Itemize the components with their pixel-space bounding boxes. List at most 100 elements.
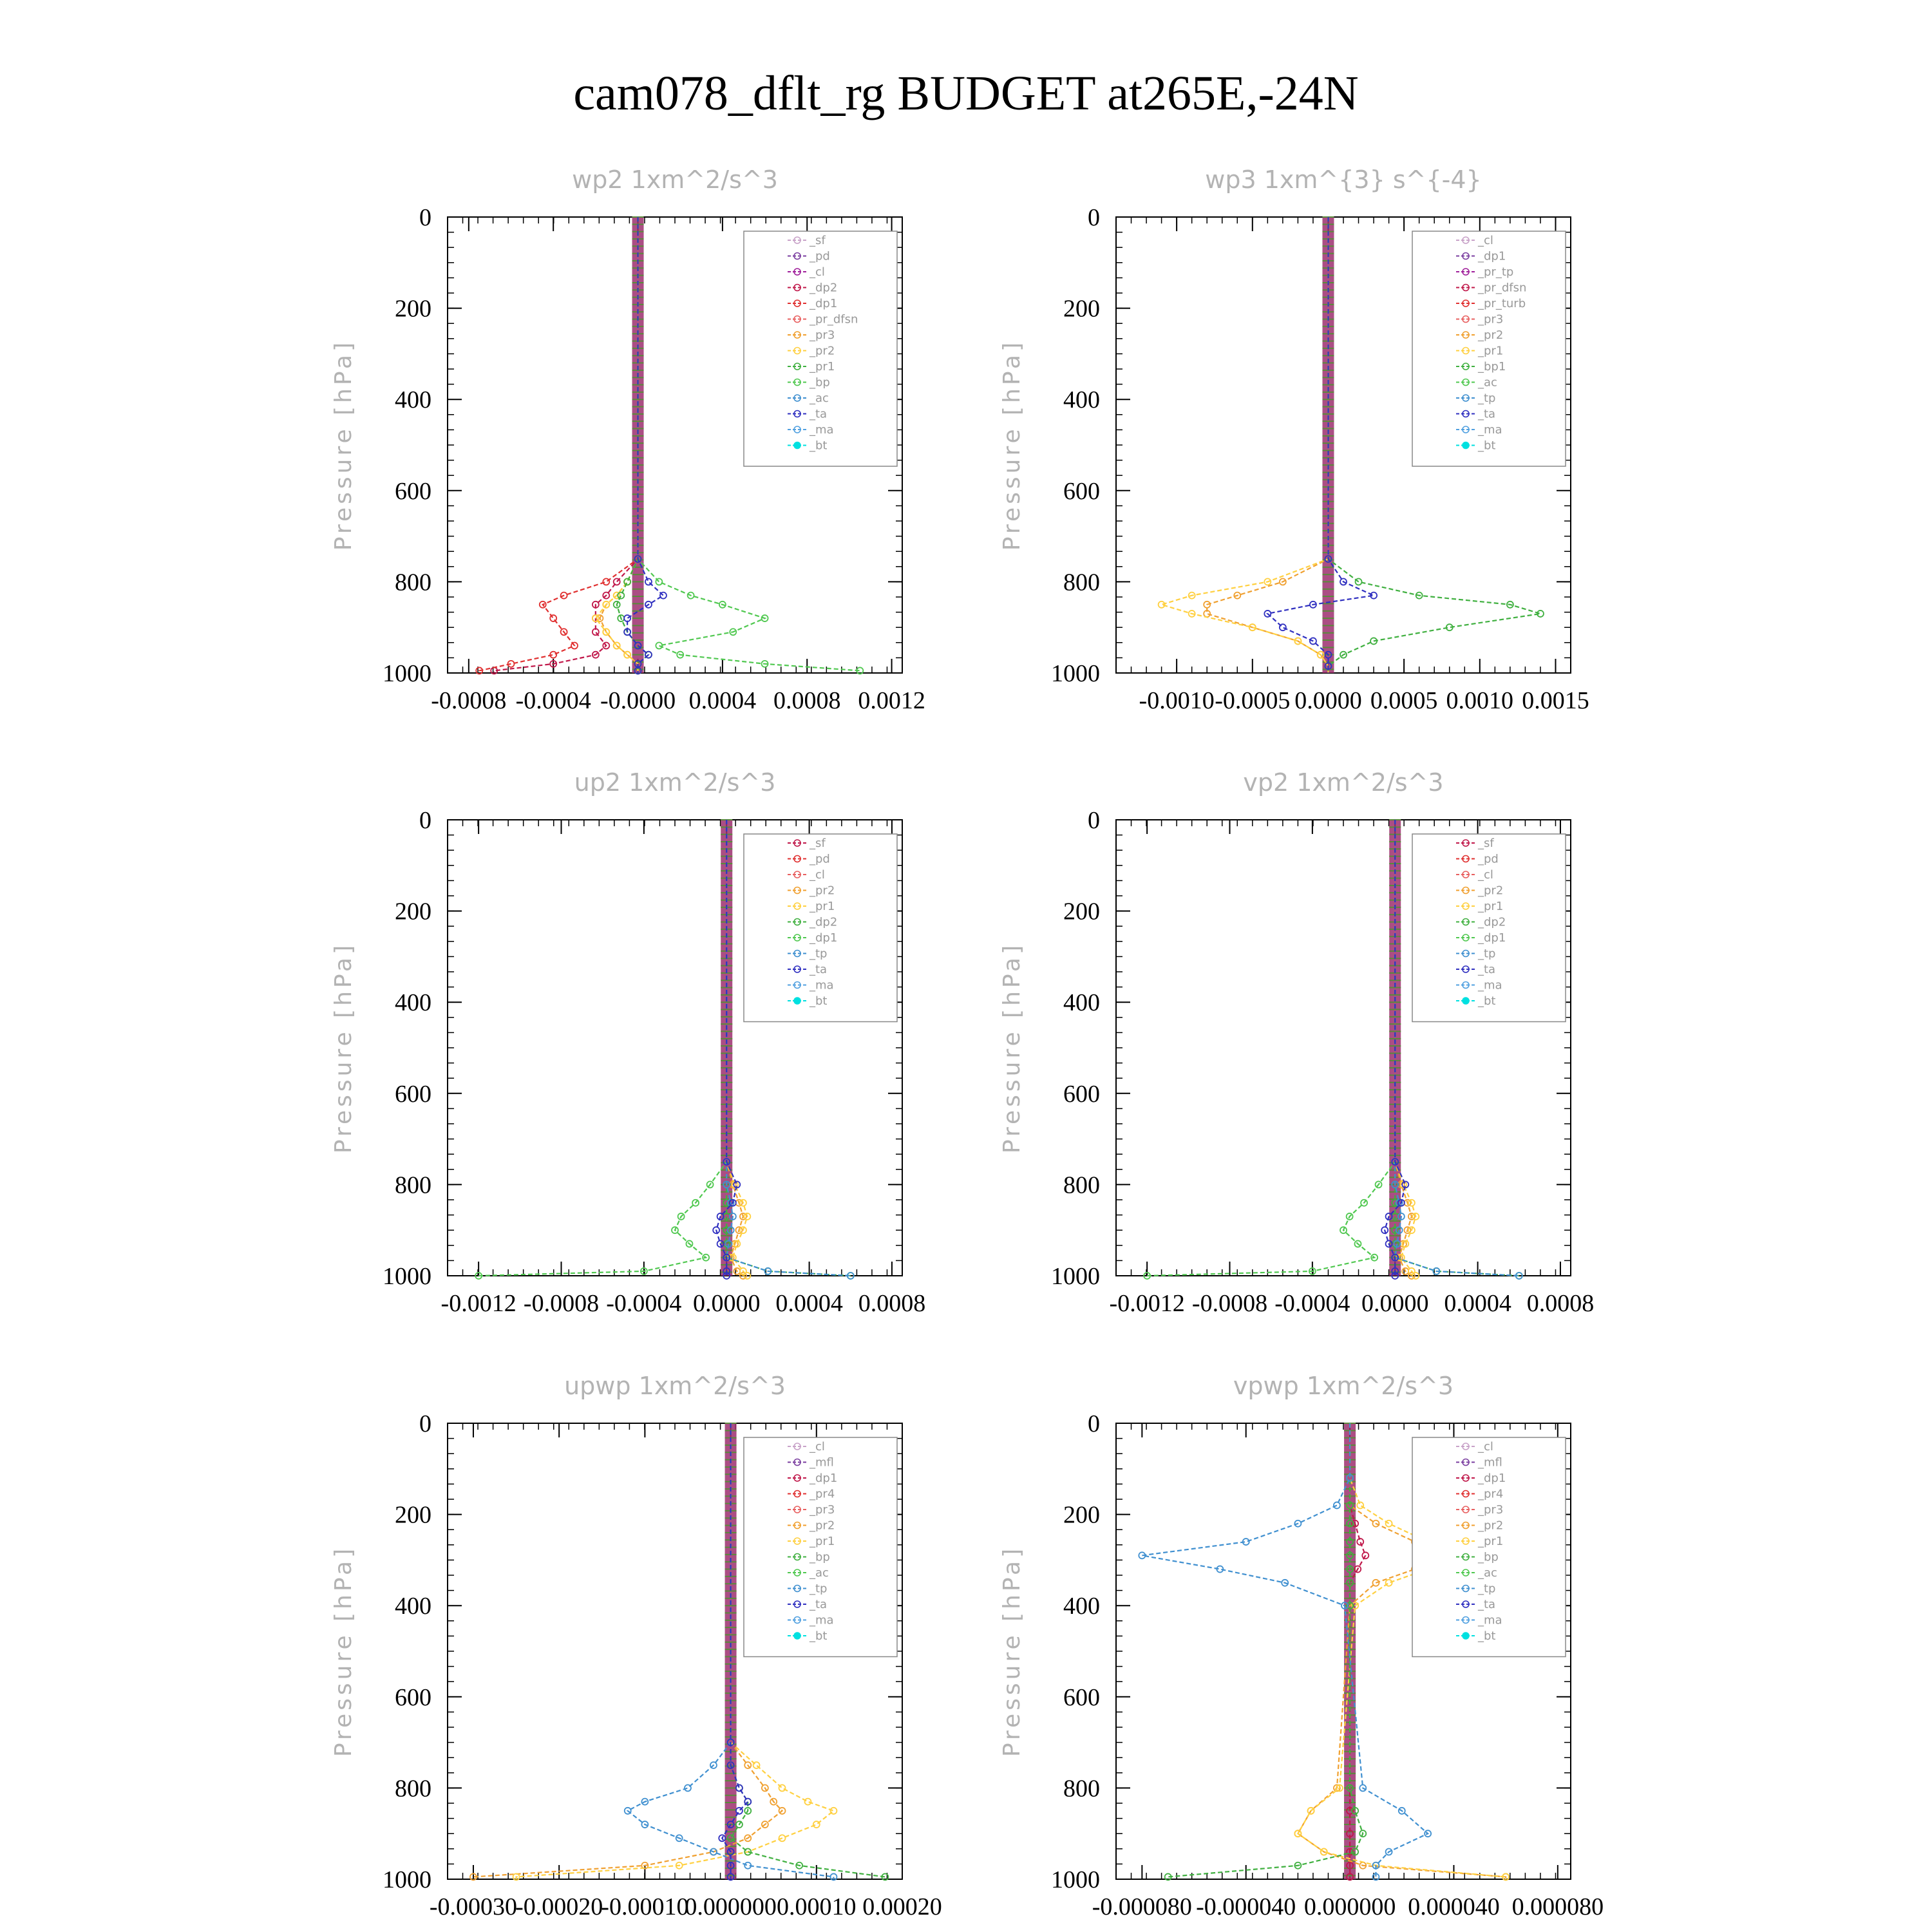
legend-marker (793, 1616, 801, 1624)
legend-label: _pr3 (809, 1503, 835, 1517)
legend-label: _ma (809, 423, 834, 437)
legend-marker (793, 934, 801, 942)
series-point (538, 600, 547, 609)
series-point (634, 555, 642, 563)
series-point (724, 1240, 733, 1248)
series-point (1346, 1538, 1354, 1546)
series-point (1203, 600, 1211, 609)
series-point (1188, 610, 1196, 618)
series-point (1381, 1226, 1389, 1235)
series-point (1359, 1830, 1367, 1838)
series-point (1346, 1551, 1354, 1560)
series-point (739, 1226, 747, 1235)
series-point (752, 1761, 761, 1769)
series-point (549, 659, 558, 668)
series-point (1397, 1198, 1405, 1207)
legend-label: _ac (1477, 376, 1497, 390)
series-point (1391, 1158, 1399, 1166)
series-point (1407, 1267, 1416, 1275)
series-point (744, 1797, 752, 1806)
series-point (634, 667, 642, 675)
x-tick-label: -0.0008 (1192, 1290, 1267, 1317)
series-point (623, 1806, 632, 1815)
legend-marker (1462, 1569, 1470, 1577)
legend-label: _pr1 (1477, 345, 1503, 358)
x-tick-label: 0.0004 (689, 687, 757, 714)
series-point (735, 1806, 743, 1815)
series-point (743, 1213, 752, 1220)
series-point (602, 578, 611, 586)
legend-label: _pr1 (1477, 1535, 1503, 1548)
series-line (1384, 820, 1406, 1276)
x-tick-label: 0.000080 (1512, 1893, 1604, 1920)
legend-marker (1462, 886, 1470, 895)
series-point (778, 1834, 786, 1842)
legend-box (1412, 231, 1566, 467)
y-tick-label: 800 (1063, 1775, 1100, 1802)
x-tick-label: 0.00020 (862, 1893, 942, 1920)
x-tick-label: 0.0005 (1370, 687, 1438, 714)
x-tick-label: 0.000000 (1304, 1893, 1396, 1920)
legend-marker (1462, 918, 1470, 926)
series-point (770, 1797, 778, 1806)
series-point (744, 1861, 752, 1870)
series-point (1360, 1198, 1368, 1207)
series-point (549, 650, 558, 659)
series-point (634, 641, 642, 650)
series-line (1296, 1423, 1507, 1879)
series-point (645, 600, 652, 609)
x-tick-label: -0.0004 (516, 687, 591, 714)
series-point (1351, 1519, 1359, 1528)
legend-marker (1462, 949, 1470, 958)
series-point (716, 1240, 724, 1248)
series-point (1407, 1226, 1416, 1235)
series-point (829, 1873, 838, 1881)
series-point (726, 1861, 735, 1870)
legend-label: _pr3 (809, 328, 835, 342)
series-point (1340, 578, 1347, 586)
legend-label: _pr4 (1477, 1488, 1503, 1501)
legend-marker (793, 252, 801, 260)
legend-label: _bt (1477, 439, 1495, 453)
legend-label: _ma (1477, 1614, 1502, 1627)
legend-marker (793, 871, 801, 878)
legend-marker (793, 918, 801, 926)
y-tick-label: 600 (1063, 478, 1100, 505)
series-point (723, 1267, 731, 1275)
x-tick-label: -0.0012 (1110, 1290, 1185, 1317)
series-point (744, 1761, 752, 1769)
legend-marker (793, 965, 801, 973)
series-point (1502, 1873, 1510, 1881)
series-point (1346, 1519, 1354, 1528)
series-point (739, 1213, 747, 1220)
x-tick-label: 0.000000 (685, 1893, 777, 1920)
series-point (812, 1821, 820, 1828)
legend-marker (1462, 1458, 1470, 1466)
y-axis-label: Pressure [hPa] (999, 339, 1025, 551)
legend-marker (793, 1569, 801, 1577)
series-point (1445, 623, 1454, 632)
series-point (1537, 610, 1544, 618)
series-point (591, 614, 600, 622)
series-point (723, 1272, 731, 1280)
series-point (1407, 1272, 1416, 1280)
legend-marker (1462, 268, 1470, 276)
series-line (1265, 217, 1376, 673)
legend-box (743, 833, 898, 1023)
series-point (706, 1180, 714, 1189)
legend-label: _dp1 (809, 297, 837, 310)
series-line (472, 1423, 784, 1879)
series-line (478, 820, 728, 1277)
legend-marker (793, 331, 801, 339)
panel-title: vpwp 1xm^2/s^3 (1233, 1372, 1454, 1400)
series-point (723, 1253, 731, 1262)
chart-panel-1: wp2 1xm^2/s^3 Pressure [hPa] 0 200 400 600 800… (330, 166, 925, 714)
series-line (715, 820, 738, 1276)
legend-label: _bp (1477, 1551, 1499, 1564)
legend-marker (793, 315, 801, 323)
series-point (641, 1797, 649, 1806)
legend-label: _ac (1477, 1566, 1497, 1580)
series-point (1278, 623, 1287, 632)
legend-label: _pr3 (1477, 1503, 1503, 1517)
series-point (1515, 1272, 1523, 1280)
